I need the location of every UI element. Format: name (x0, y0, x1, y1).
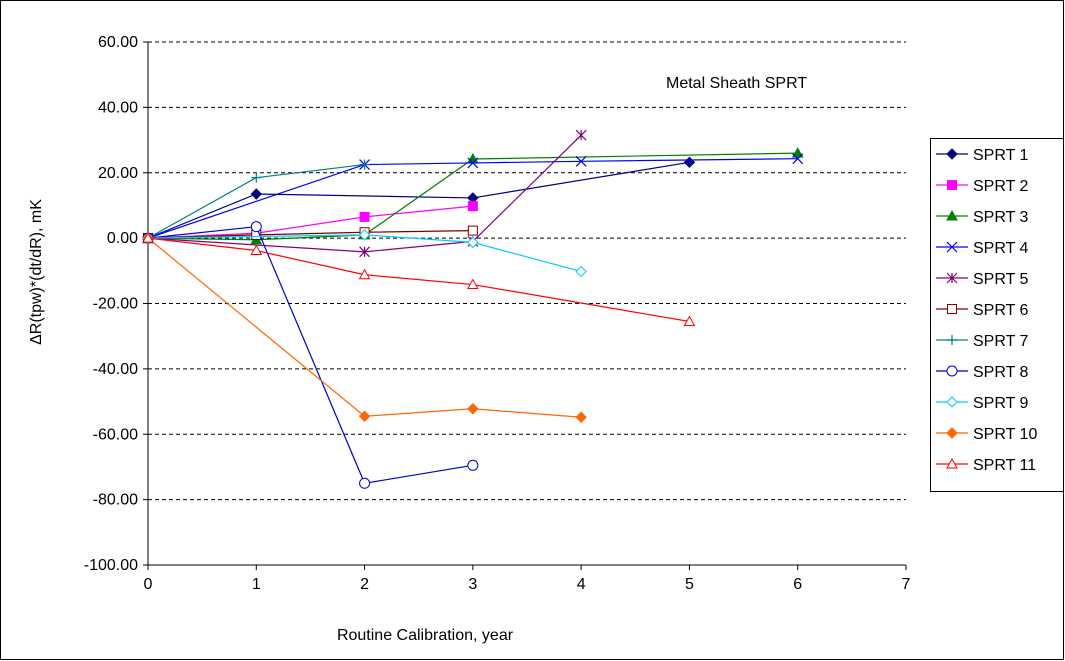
x-tick-label: 5 (685, 576, 694, 593)
legend-label: SPRT 9 (973, 395, 1029, 412)
legend-marker (947, 180, 957, 190)
legend-label: SPRT 5 (973, 271, 1029, 288)
data-point-sprt-11 (467, 278, 479, 290)
legend-item-sprt-7: SPRT 7 (936, 333, 1029, 350)
legend-label: SPRT 2 (973, 178, 1029, 195)
data-point-sprt-9 (575, 265, 587, 278)
legend-marker (946, 272, 958, 284)
data-point-sprt-8 (467, 459, 479, 471)
data-point-sprt-8 (250, 221, 262, 233)
x-tick-label: 1 (252, 576, 261, 593)
legend: SPRT 1 SPRT 2 SPRT 3 SPRT 4 SPRT 5 SPRT 6 SPRT… (930, 138, 1064, 492)
grid-lines (148, 41, 906, 501)
data-point-sprt-10 (575, 411, 587, 423)
legend-item-sprt-10: SPRT 10 (936, 426, 1037, 443)
data-point-sprt-10 (467, 403, 479, 415)
legend-marker (946, 209, 958, 221)
legend-marker (947, 335, 957, 345)
data-point-sprt-9 (358, 229, 371, 241)
data-series (142, 129, 804, 489)
axes: 60.00 40.00 20.00 0.00 -20.00 -40.00 -60.00 -80… (84, 34, 911, 593)
data-point-sprt-11 (683, 315, 696, 326)
legend-marker (946, 365, 958, 377)
x-axis-title: Routine Calibration, year (337, 627, 514, 644)
legend-item-sprt-8: SPRT 8 (936, 364, 1029, 381)
series-line-sprt-1 (147, 161, 690, 239)
data-point-sprt-1 (250, 188, 262, 200)
y-tick-label: 60.00 (98, 34, 138, 51)
legend-marker (946, 457, 958, 469)
series-line-sprt-9 (147, 234, 582, 273)
x-tick-label: 0 (144, 576, 153, 593)
data-point-sprt-8 (359, 477, 371, 489)
x-tick-label: 3 (468, 576, 477, 593)
data-point-sprt-5 (575, 129, 587, 141)
legend-item-sprt-5: SPRT 5 (936, 271, 1029, 288)
legend-label: SPRT 3 (973, 209, 1029, 226)
y-tick-label: 0.00 (107, 230, 138, 247)
legend-marker (947, 304, 957, 314)
series-line-sprt-2 (147, 205, 473, 239)
legend-label: SPRT 1 (973, 147, 1029, 164)
series-line-sprt-10 (147, 237, 582, 418)
series-line-sprt-6 (147, 230, 473, 239)
y-tick-label: -20.00 (93, 296, 138, 313)
legend-marker (946, 427, 958, 439)
data-point-sprt-11 (358, 268, 371, 280)
legend-item-sprt-4: SPRT 4 (936, 240, 1029, 257)
legend-item-sprt-11: SPRT 11 (936, 457, 1036, 474)
x-tick-label: 6 (793, 576, 802, 593)
data-point-sprt-10 (358, 410, 371, 422)
y-tick-label: -60.00 (93, 426, 138, 443)
y-tick-label: 40.00 (98, 99, 138, 116)
data-point-sprt-5 (359, 246, 370, 258)
data-point-sprt-2 (467, 201, 478, 212)
y-tick-label: -100.00 (84, 557, 138, 574)
data-point-sprt-4 (467, 157, 479, 169)
y-tick-label: -80.00 (93, 492, 138, 509)
data-point-sprt-11 (250, 244, 263, 256)
legend-label: SPRT 4 (973, 240, 1029, 257)
series-sprt-11 (142, 232, 696, 326)
x-tick-label: 7 (902, 576, 911, 593)
legend-label: SPRT 7 (973, 333, 1029, 350)
data-point-sprt-4 (792, 153, 804, 165)
data-point-sprt-4 (575, 155, 587, 167)
legend-marker (946, 241, 958, 253)
data-point-sprt-3 (791, 147, 804, 158)
legend-label: SPRT 10 (973, 426, 1037, 443)
x-tick-label: 4 (577, 576, 586, 593)
legend-item-sprt-1: SPRT 1 (936, 147, 1029, 164)
data-point-sprt-6 (467, 225, 478, 236)
data-point-sprt-2 (359, 211, 370, 222)
legend-item-sprt-6: SPRT 6 (936, 302, 1029, 319)
y-axis-title: ΔR(tpw)*(dt/dR), mK (28, 199, 45, 345)
chart-annotation: Metal Sheath SPRT (666, 75, 807, 92)
data-point-sprt-7 (251, 172, 262, 183)
x-tick-label: 2 (360, 576, 369, 593)
legend-item-sprt-3: SPRT 3 (936, 209, 1029, 226)
data-point-sprt-7 (359, 159, 370, 170)
data-point-sprt-9 (467, 236, 479, 249)
y-tick-label: -40.00 (93, 361, 138, 378)
legend-label: SPRT 8 (973, 364, 1029, 381)
legend-item-sprt-9: SPRT 9 (936, 395, 1029, 412)
legend-marker (946, 148, 958, 160)
legend-marker (946, 396, 958, 408)
y-tick-label: 20.00 (98, 165, 138, 182)
legend-label: SPRT 6 (973, 302, 1029, 319)
data-point-sprt-11 (142, 232, 154, 243)
legend-label: SPRT 11 (973, 457, 1036, 474)
series-line-sprt-8 (147, 226, 473, 484)
legend-item-sprt-2: SPRT 2 (936, 178, 1029, 195)
